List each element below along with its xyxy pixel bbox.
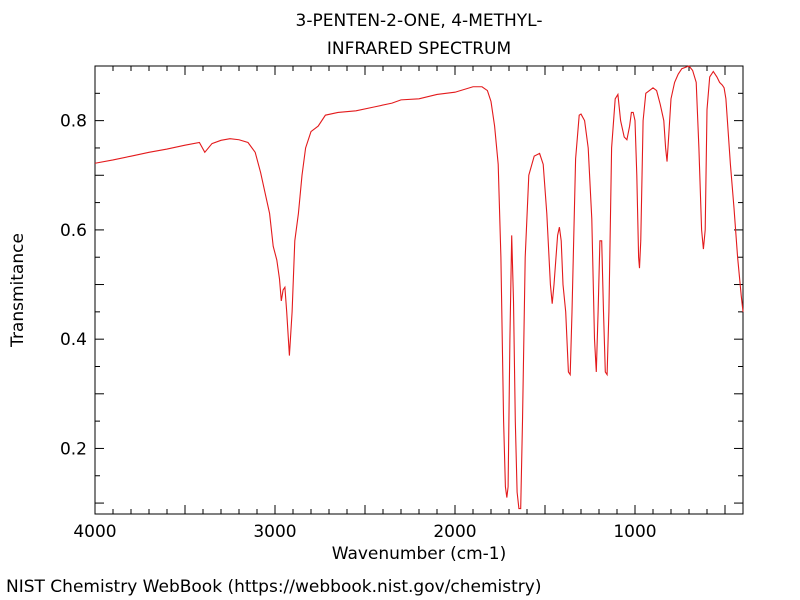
axis-ticks	[94, 65, 744, 514]
x-tick-label: 4000	[73, 522, 116, 542]
chart-title: 3-PENTEN-2-ONE, 4-METHYL-	[295, 11, 543, 31]
y-tick-label: 0.6	[60, 221, 87, 241]
y-tick-label: 0.4	[60, 330, 87, 350]
x-tick-label: 2000	[433, 522, 476, 542]
source-footer: NIST Chemistry WebBook (https://webbook.…	[6, 577, 542, 597]
spectrum-line	[94, 65, 744, 510]
y-tick-label: 0.8	[60, 112, 87, 132]
plot-frame	[94, 65, 744, 515]
x-axis-label: Wavenumber (cm-1)	[331, 544, 507, 564]
y-tick-label: 0.2	[60, 439, 87, 459]
y-axis-label: Transmitance	[8, 233, 28, 347]
axis-tick-labels: 4000 3000 2000 1000 0.2 0.4 0.6 0.8	[60, 112, 657, 542]
x-tick-label: 1000	[613, 522, 656, 542]
chart-subtitle: INFRARED SPECTRUM	[326, 39, 512, 59]
x-tick-label: 3000	[253, 522, 296, 542]
